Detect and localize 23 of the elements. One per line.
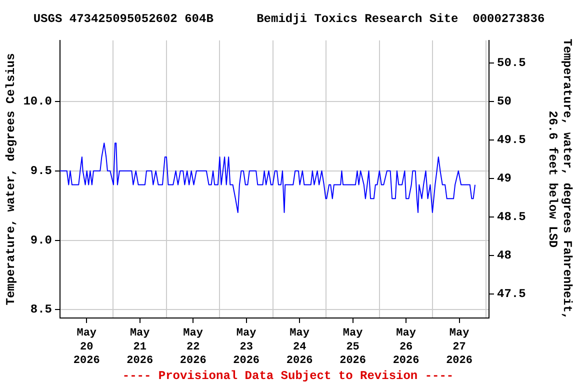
x-tick-label: May 21 2026 — [126, 328, 154, 368]
x-tick-label: May 23 2026 — [233, 328, 260, 368]
y2-tick-label: 47.5 — [497, 287, 526, 302]
y-tick-label: 9.0 — [30, 233, 52, 248]
y2-tick-label: 48.5 — [497, 210, 526, 224]
y2-tick-label: 48 — [497, 248, 512, 263]
x-tick-label: May 20 2026 — [73, 328, 100, 368]
y-axis-title: Temperature, water, degrees Celsius — [4, 53, 18, 306]
y2-tick-label: 50 — [497, 94, 512, 108]
y-tick-label: 9.5 — [30, 164, 52, 178]
y2-tick-label: 50.5 — [497, 56, 526, 70]
text: ---- Provisional Data Subject to Revision ---- — [122, 369, 454, 384]
y-tick-label: 8.5 — [30, 302, 52, 317]
chart-title: USGS 473425095052602 604B Bemidji Toxics Research Site 0000273836 — [33, 12, 545, 26]
y2-axis-title: Temperature, water, degrees Fahrenheit, 26.6 feet below LSD — [545, 38, 574, 320]
x-tick-label: May 26 2026 — [392, 328, 420, 368]
y-tick-label: 10.0 — [23, 94, 52, 108]
x-tick-label: May 25 2026 — [340, 328, 366, 368]
x-tick-label: May 22 2026 — [180, 328, 206, 368]
x-tick-label: May 24 2026 — [286, 328, 313, 368]
y2-tick-label: 49 — [497, 171, 512, 186]
x-tick-label: May 27 2026 — [446, 328, 472, 368]
y2-tick-label: 49.5 — [497, 132, 526, 147]
